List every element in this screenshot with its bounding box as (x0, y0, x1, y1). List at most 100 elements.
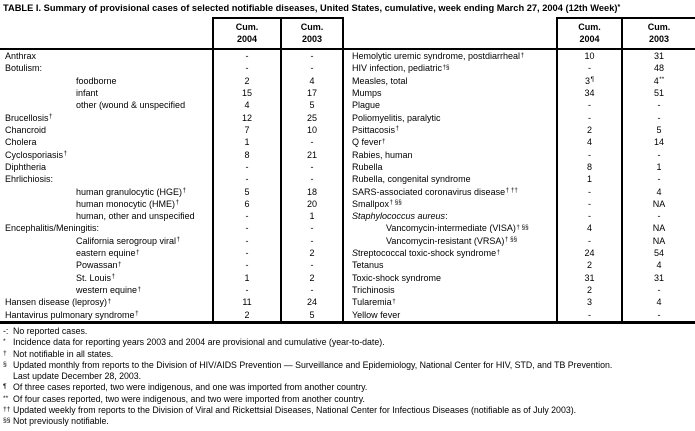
disease-label: human, other and unspecified (76, 211, 195, 222)
cum-2003-value: - (310, 174, 314, 185)
table-title: TABLE I. Summary of provisional cases of… (3, 3, 620, 13)
table-row: human monocytic (HME)† 6 20 (0, 198, 695, 210)
cum-2004-value: 2 (244, 309, 250, 320)
cum-2004-value: 8 (586, 161, 592, 172)
footnote-marker: † §§ (516, 223, 529, 231)
table-row: Streptococcal toxic-shock syndrome† 24 54 (0, 247, 695, 259)
table-rule-vertical-1 (212, 17, 214, 324)
cum-2004-value: 1 (244, 137, 250, 148)
cum-2003-value: 31 (653, 272, 664, 283)
footnote-marker: † (135, 310, 139, 318)
table-row: Ehrlichiosis: - - (0, 173, 695, 185)
cum-2004-value: 11 (242, 297, 252, 308)
cum-2004-value: - (588, 63, 591, 74)
header-cum-label: Cum. (300, 22, 324, 32)
table-rule-vertical-4 (556, 17, 558, 324)
table-row: Toxic-shock syndrome 31 31 (0, 272, 695, 284)
footnote-marker: -: (3, 326, 9, 336)
table-row: Plague - - (0, 99, 695, 111)
cum-2004-value: 31 (584, 272, 595, 283)
table-row: Trichinosis 2 - (0, 284, 695, 296)
cum-2004-value: 15 (241, 87, 252, 98)
table-row: western equine† - - (0, 284, 695, 296)
cum-2004-value: 12 (241, 112, 252, 123)
disease-label: Yellow fever (352, 309, 401, 320)
cum-2004-value: 2 (586, 124, 592, 135)
footnote: †† Updated weekly from reports to the Div… (3, 405, 612, 416)
table-row: Cyclosporiasis† 8 21 (0, 149, 695, 161)
disease-label: Powassan† (76, 260, 122, 271)
cum-2004-value: 7 (244, 124, 250, 135)
cum-2004-value: - (588, 198, 591, 209)
header-cum-label: Cum. (647, 22, 671, 32)
table-row: Cholera 1 - (0, 136, 695, 148)
cum-2003-value: - (657, 112, 661, 123)
header-cum-label: Cum. (235, 22, 259, 32)
cum-2003-value: - (657, 309, 661, 320)
table-row: Psittacosis† 2 5 (0, 124, 695, 136)
cum-2004-value: 8 (244, 149, 250, 160)
footnote-marker: * (3, 338, 6, 346)
table-row: Hantavirus pulmonary syndrome† 2 5 (0, 309, 695, 321)
disease-label: Psittacosis† (352, 124, 400, 135)
footnote-marker: † (137, 285, 142, 293)
disease-label: eastern equine† (76, 248, 140, 259)
disease-label: Vancomycin-intermediate (VISA)† §§ (386, 223, 529, 234)
disease-label: California serogroup viral† (76, 235, 181, 246)
cum-2003-value: NA (652, 198, 666, 209)
footnote: Last update December 28, 2003. (3, 371, 612, 382)
cum-2003-value: 1 (656, 161, 662, 172)
footnotes: -: No reported cases. * Incidence data for … (3, 326, 612, 428)
disease-label: foodborne (76, 75, 117, 86)
table-row: Rubella, congenital syndrome 1 - (0, 173, 695, 185)
cum-2004-value: 1 (244, 272, 250, 283)
cum-2003-value: 4** (653, 75, 665, 86)
cum-2004-value: 2 (244, 75, 250, 86)
table-row: Vancomycin-resistant (VRSA)† §§ - NA (0, 235, 695, 247)
cum-2003-value: 54 (653, 248, 664, 259)
footnote: §§ Not previously notifiable. (3, 416, 612, 427)
disease-label: Hansen disease (leprosy)† (5, 297, 112, 308)
cum-2004-value: - (588, 309, 591, 320)
disease-label: Staphylococcus aureus: (352, 211, 448, 222)
table-row: Q fever† 4 14 (0, 136, 695, 148)
footnote-marker: † (118, 260, 122, 268)
cum-2003-value: - (310, 235, 314, 246)
cum-2003-value: 4 (309, 75, 315, 86)
footnote-text: Of four cases reported, two were indigen… (13, 393, 365, 404)
cum-2004-value: 3¶ (585, 75, 594, 86)
footnote-marker: † (63, 150, 68, 158)
footnote: § Updated monthly from reports to the Div… (3, 360, 612, 371)
table-row: Diphtheria - - (0, 161, 695, 173)
table-border-bottom (0, 321, 695, 324)
disease-label: Cholera (5, 137, 37, 148)
cum-2004-value: - (245, 174, 249, 185)
footnote-marker: ** (659, 76, 665, 84)
cum-2003-value: 24 (306, 297, 317, 308)
cum-2003-value: 5 (309, 309, 315, 320)
disease-label: Toxic-shock syndrome (352, 272, 442, 283)
disease-label: St. Louis† (76, 272, 116, 283)
cum-2003-value: - (310, 51, 314, 61)
footnote-marker: † (496, 248, 501, 256)
cum-2004-value: - (245, 248, 249, 259)
disease-label: Rubella, congenital syndrome (352, 174, 471, 185)
table-row: Tularemia† 3 4 (0, 296, 695, 308)
disease-label: Ehrlichiosis: (5, 174, 54, 185)
table-row: Mumps 34 51 (0, 87, 695, 99)
cum-2003-value: - (310, 223, 314, 234)
footnote-marker: † (111, 273, 116, 281)
header-year-label: 2004 (236, 34, 258, 44)
column-header-right-cum-2003: Cum. 2003 (623, 17, 695, 48)
footnote-text: Updated weekly from reports to the Divis… (13, 405, 577, 416)
table-row: SARS-associated coronavirus disease† †† -… (0, 186, 695, 198)
footnote-marker: † (382, 137, 386, 145)
disease-label: Rabies, human (352, 149, 413, 160)
disease-label: Tularemia† (352, 297, 396, 308)
cum-2004-value: - (588, 186, 591, 197)
cum-2003-value: - (310, 260, 314, 271)
table-row: eastern equine† - 2 (0, 247, 695, 259)
cum-2003-value: - (310, 63, 314, 74)
table-row: Measles, total 3¶ 4** (0, 75, 695, 87)
table-row: human granulocytic (HGE)† 5 18 (0, 186, 695, 198)
